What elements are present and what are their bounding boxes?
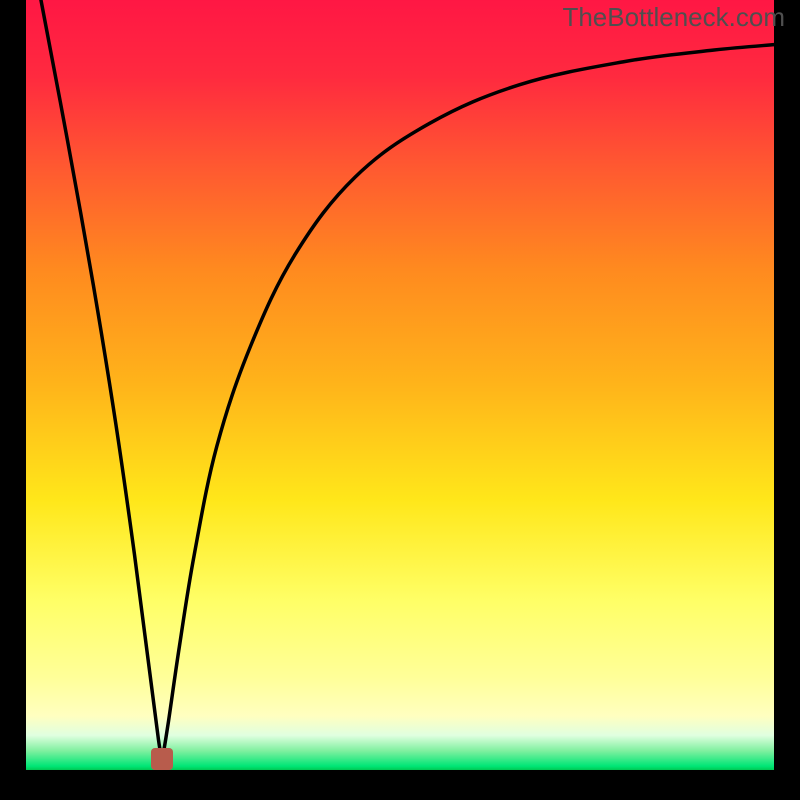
plot-area [26,0,774,770]
optimal-point-marker [151,748,173,770]
bottleneck-curve [26,0,774,770]
curve-path [41,0,774,761]
chart-container: TheBottleneck.com [0,0,800,800]
watermark-text: TheBottleneck.com [562,2,785,33]
